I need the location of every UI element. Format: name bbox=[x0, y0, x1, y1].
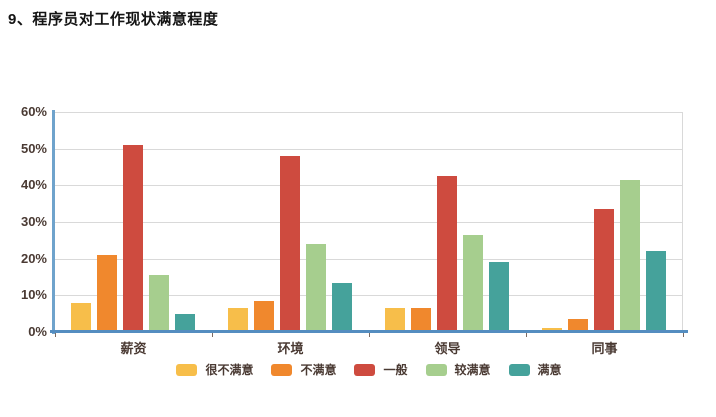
category-label: 环境 bbox=[277, 341, 304, 356]
category-label: 薪资 bbox=[120, 341, 147, 356]
x-axis-line bbox=[50, 330, 688, 333]
bar-group-3 bbox=[369, 112, 526, 332]
legend-swatch bbox=[354, 363, 376, 376]
bar bbox=[410, 308, 431, 332]
bar-group-1 bbox=[55, 112, 212, 332]
gridline bbox=[55, 148, 682, 150]
chart-legend: 很不满意 不满意 一般 较满意 满意 bbox=[55, 361, 683, 378]
bar bbox=[280, 156, 301, 332]
bar bbox=[645, 251, 666, 332]
bar bbox=[254, 300, 275, 332]
y-axis-line bbox=[52, 110, 55, 334]
bar bbox=[175, 313, 196, 332]
x-tick bbox=[212, 333, 213, 337]
y-tick-label: 60% bbox=[20, 104, 47, 119]
bar-group-4 bbox=[525, 112, 682, 332]
category-label: 领导 bbox=[434, 341, 461, 356]
legend-swatch bbox=[508, 363, 530, 376]
bar-groups bbox=[55, 112, 682, 332]
y-tick-label: 20% bbox=[20, 250, 47, 266]
bar bbox=[123, 145, 144, 332]
y-tick-label: 0% bbox=[28, 324, 47, 339]
bar bbox=[436, 176, 457, 332]
bar bbox=[71, 302, 92, 332]
bar bbox=[567, 319, 588, 332]
bar-group-2 bbox=[212, 112, 369, 332]
legend-swatch bbox=[176, 363, 198, 376]
bar bbox=[462, 234, 483, 332]
gridline bbox=[55, 222, 682, 223]
gridline bbox=[55, 295, 682, 297]
legend-item: 较满意 bbox=[425, 361, 491, 378]
gridline bbox=[55, 185, 682, 187]
bar bbox=[619, 179, 640, 332]
legend-label: 较满意 bbox=[454, 363, 491, 377]
bar bbox=[97, 255, 118, 332]
legend-swatch bbox=[271, 363, 293, 376]
bar bbox=[306, 244, 327, 332]
legend-label: 很不满意 bbox=[205, 363, 254, 377]
x-tick bbox=[526, 333, 527, 337]
gridline bbox=[55, 258, 682, 260]
y-tick-label: 30% bbox=[20, 214, 47, 229]
x-tick bbox=[369, 333, 370, 337]
legend-item: 不满意 bbox=[271, 361, 336, 378]
bar bbox=[384, 308, 405, 332]
gridline bbox=[55, 112, 682, 113]
bar bbox=[593, 209, 614, 332]
bar bbox=[488, 262, 509, 332]
bar bbox=[332, 282, 353, 332]
legend-swatch bbox=[425, 363, 447, 376]
x-tick bbox=[683, 333, 684, 337]
legend-label: 不满意 bbox=[300, 363, 337, 377]
page-title: 9、程序员对工作现状满意程度 bbox=[8, 11, 219, 28]
plot-area bbox=[55, 112, 683, 332]
legend-item: 很不满意 bbox=[176, 361, 253, 378]
bar bbox=[149, 275, 170, 332]
legend-label: 满意 bbox=[537, 363, 562, 377]
y-tick-label: 40% bbox=[20, 177, 47, 193]
legend-label: 一般 bbox=[383, 363, 408, 377]
x-tick bbox=[55, 333, 56, 337]
bar bbox=[228, 308, 249, 332]
y-tick-label: 10% bbox=[20, 287, 47, 303]
category-label: 同事 bbox=[591, 341, 618, 356]
legend-item: 一般 bbox=[354, 361, 408, 378]
y-tick-label: 50% bbox=[20, 140, 47, 156]
legend-item: 满意 bbox=[508, 361, 562, 378]
